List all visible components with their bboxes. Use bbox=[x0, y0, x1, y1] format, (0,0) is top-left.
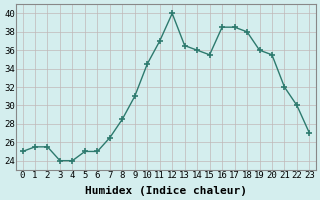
X-axis label: Humidex (Indice chaleur): Humidex (Indice chaleur) bbox=[85, 186, 247, 196]
